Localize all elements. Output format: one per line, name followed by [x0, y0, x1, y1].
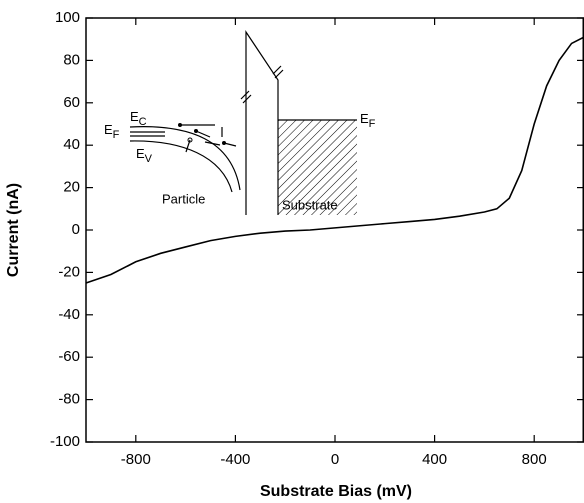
- conduction-band: [129, 126, 241, 191]
- valence-band: [129, 140, 233, 193]
- x-tick-label: -800: [121, 451, 151, 468]
- annotation: EF: [104, 122, 120, 140]
- y-tick-label: 20: [63, 179, 80, 196]
- y-axis-label: Current (nA): [5, 183, 22, 277]
- y-tick-label: -20: [58, 263, 80, 280]
- substrate-fill: [278, 120, 357, 215]
- x-tick-label: 400: [422, 451, 447, 468]
- x-tick-label: 0: [331, 451, 339, 468]
- data-line: [85, 36, 584, 284]
- x-axis-label: Substrate Bias (mV): [260, 483, 412, 500]
- y-tick-label: 40: [63, 136, 80, 153]
- y-tick-label: -80: [58, 391, 80, 408]
- y-tick-label: 80: [63, 51, 80, 68]
- x-tick-label: -400: [220, 451, 250, 468]
- annotation: Substrate: [282, 197, 338, 212]
- annotation: EV: [136, 146, 153, 164]
- arrows: [180, 124, 237, 153]
- electron: [178, 123, 182, 127]
- break-marks: [240, 65, 284, 104]
- barrier: [245, 30, 279, 215]
- y-tick-label: 0: [72, 221, 80, 238]
- fermi-level: [130, 131, 165, 137]
- hole: [187, 137, 193, 143]
- x-tick-label: 800: [522, 451, 547, 468]
- inset-diagram: [129, 30, 357, 215]
- electron: [222, 141, 226, 145]
- y-tick-label: 100: [55, 9, 80, 26]
- annotation: EF: [360, 111, 376, 129]
- y-tick-label: -40: [58, 306, 80, 323]
- y-tick-label: -100: [50, 433, 80, 450]
- annotation: EC: [130, 109, 147, 127]
- y-tick-label: 60: [63, 94, 80, 111]
- y-tick-label: -60: [58, 348, 80, 365]
- plot-frame: [85, 17, 584, 443]
- annotation: Particle: [162, 191, 205, 206]
- electron: [194, 129, 198, 133]
